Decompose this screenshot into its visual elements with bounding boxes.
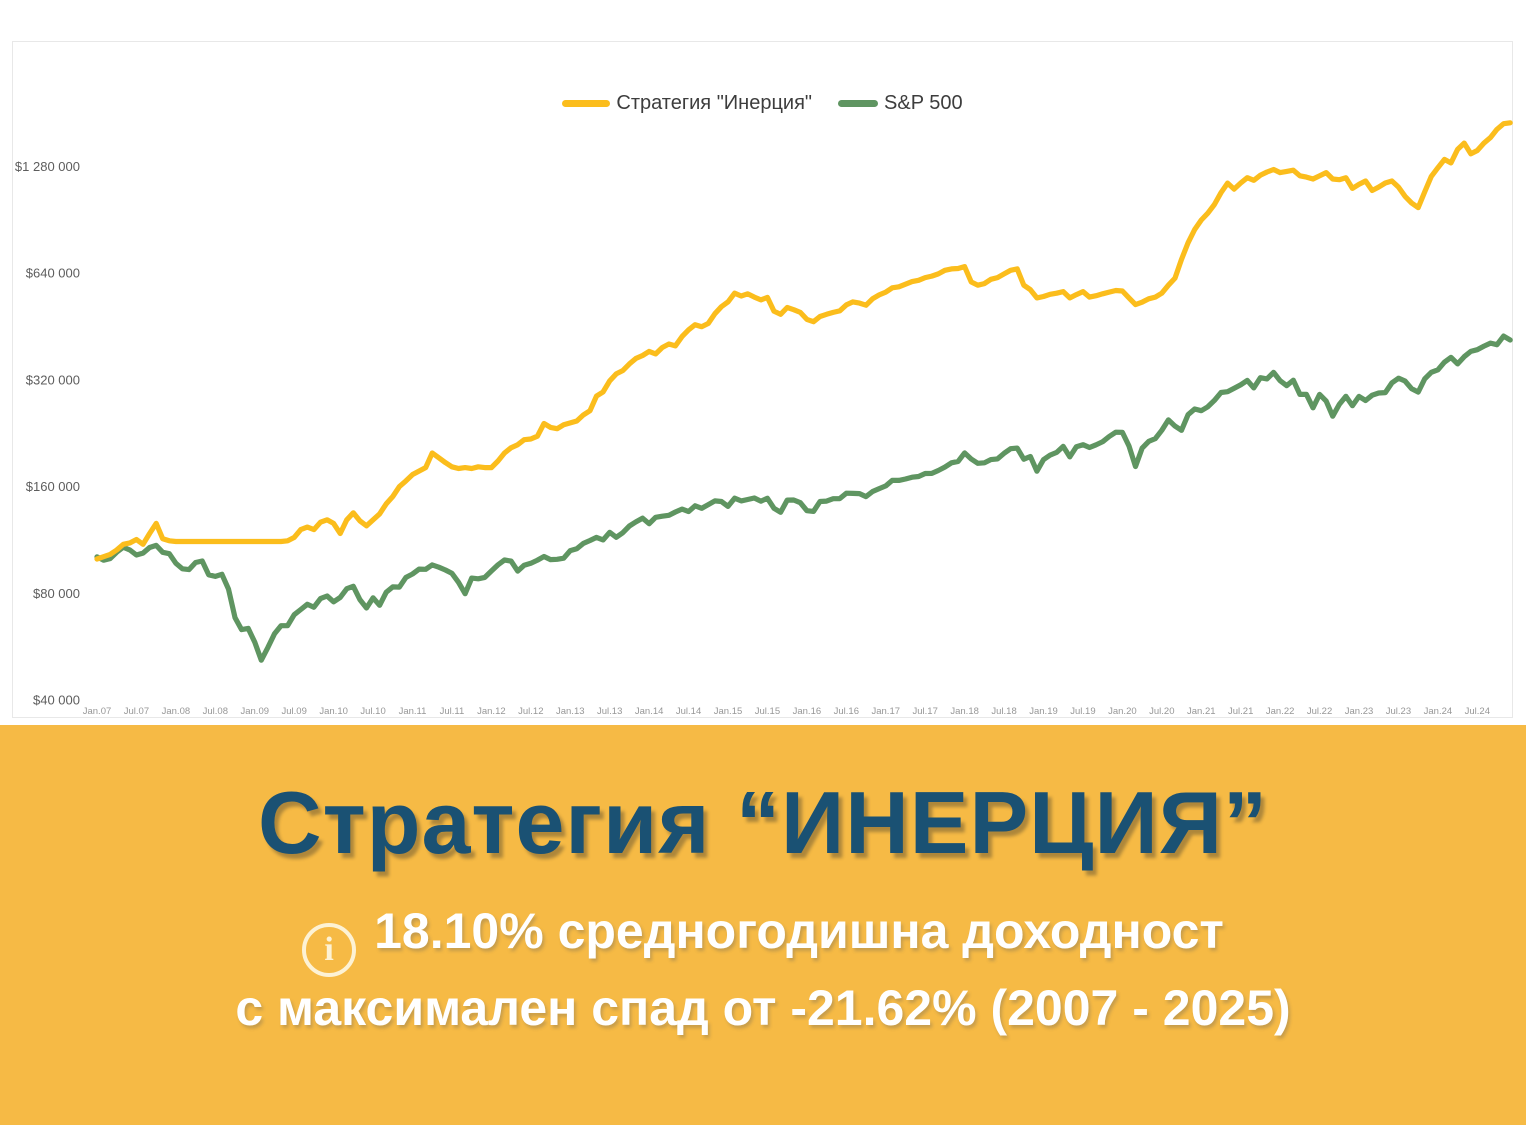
banner-title: Стратегия “ИНЕРЦИЯ” (258, 773, 1268, 872)
sp500-legend-swatch-icon (838, 100, 879, 107)
legend-item-sp500: S&P 500 (838, 92, 963, 115)
sp500-legend-label: S&P 500 (884, 92, 963, 114)
legend-item-strategy: Стратегия "Инерция" (562, 92, 812, 115)
banner-subtitle-line2: с максимален спад от -21.62% (2007 - 202… (235, 979, 1291, 1036)
banner-subtitle: i 18.10% средногодишна доходност с максим… (0, 900, 1526, 1040)
info-icon: i (302, 922, 357, 977)
chart-legend: Стратегия "Инерция" S&P 500 (13, 92, 1512, 115)
strategy-legend-swatch-icon (562, 100, 611, 107)
chart-card: Стратегия "Инерция" S&P 500 (12, 41, 1513, 718)
banner-subtitle-line1: i 18.10% средногодишна доходност (0, 900, 1526, 977)
banner: Стратегия “ИНЕРЦИЯ” i 18.10% средногодишн… (0, 725, 1526, 1125)
strategy-legend-label: Стратегия "Инерция" (616, 92, 813, 114)
banner-subtitle-line1-text: 18.10% средногодишна доходност (374, 903, 1224, 959)
